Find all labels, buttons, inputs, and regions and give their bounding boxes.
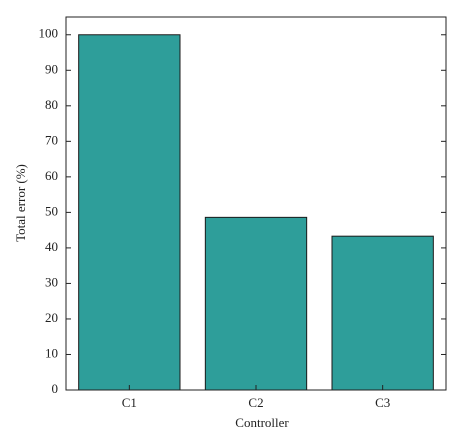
- bar: [78, 34, 181, 391]
- y-tick-label: 80: [45, 97, 58, 112]
- y-tick-label: 70: [45, 132, 58, 147]
- y-tick-label: 0: [52, 381, 59, 396]
- y-axis-label: Total error (%): [13, 164, 28, 242]
- y-tick-label: 90: [45, 61, 58, 76]
- x-tick-label: C3: [375, 395, 390, 410]
- x-axis-label: Controller: [235, 415, 289, 430]
- y-tick-label: 100: [39, 26, 59, 41]
- bar: [331, 235, 434, 391]
- y-tick-label: 50: [45, 203, 58, 218]
- x-tick-label: C1: [122, 395, 137, 410]
- y-tick-label: 10: [45, 345, 58, 360]
- y-tick-label: 20: [45, 310, 58, 325]
- bar: [204, 216, 308, 391]
- x-tick-label: C2: [248, 395, 263, 410]
- y-tick-label: 30: [45, 274, 58, 289]
- y-tick-label: 60: [45, 168, 58, 183]
- y-tick-label: 40: [45, 239, 58, 254]
- plot-frame: [65, 16, 447, 391]
